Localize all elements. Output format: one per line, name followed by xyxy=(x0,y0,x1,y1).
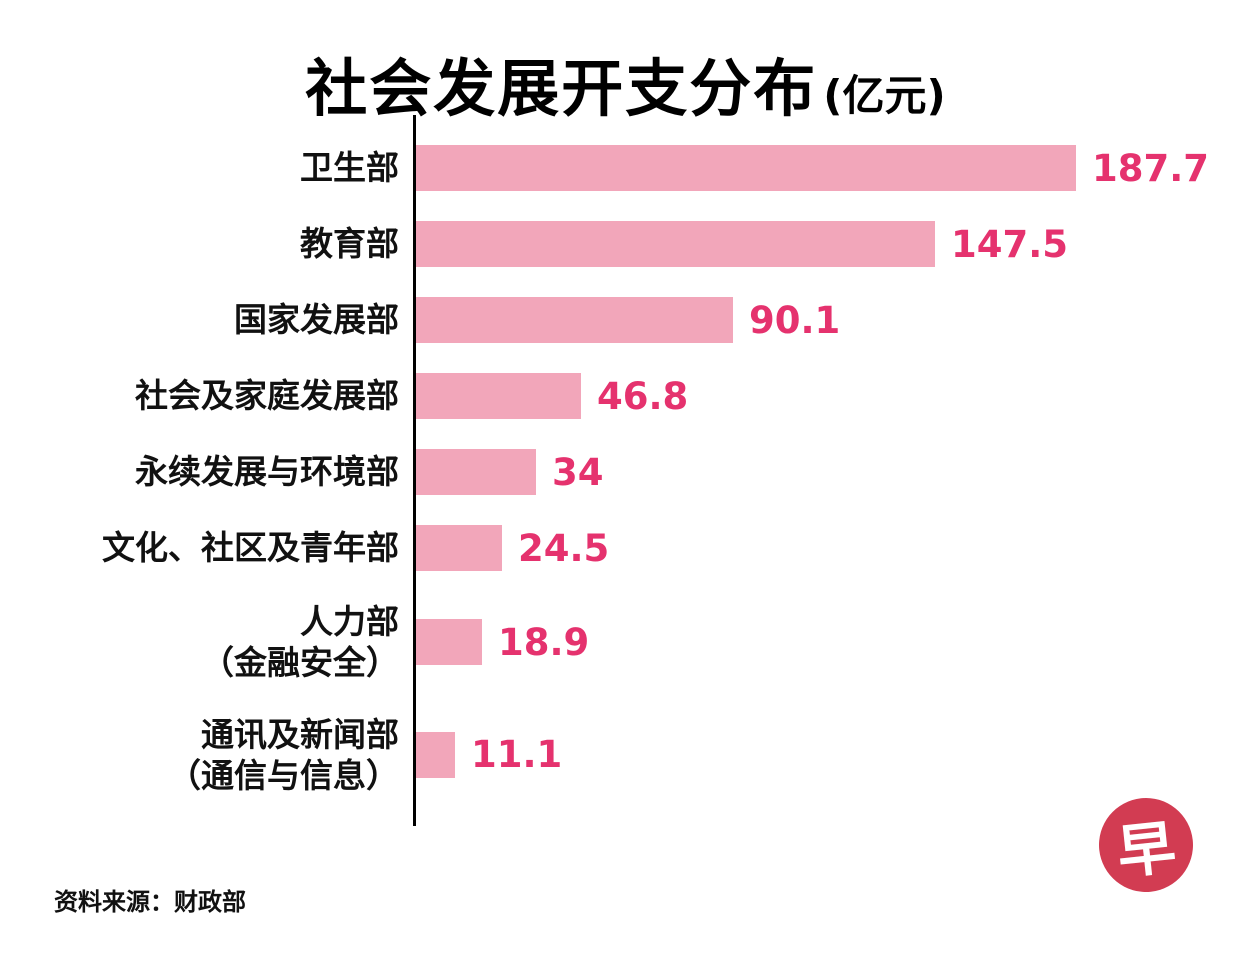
bar-row: 永续发展与环境部 34 xyxy=(0,419,1251,525)
value-label: 24.5 xyxy=(518,526,610,570)
bar-label: 文化、社区及青年部 xyxy=(102,528,399,568)
bar-track: 24.5 xyxy=(413,495,1251,601)
chart-title-text: 社会发展开支分布 xyxy=(305,52,818,125)
bar-row: 社会及家庭发展部 46.8 xyxy=(0,343,1251,449)
source-label: 资料来源：财政部 xyxy=(54,888,246,916)
bar-track: 147.5 xyxy=(413,191,1251,297)
bar-label: 通讯及新闻部 （通信与信息） xyxy=(168,714,399,795)
value-label: 11.1 xyxy=(471,733,563,777)
chart-title-unit: (亿元) xyxy=(823,71,946,120)
value-label: 147.5 xyxy=(951,222,1069,266)
chart-title: 社会发展开支分布 (亿元) xyxy=(0,38,1251,128)
bar-label: 人力部 （金融安全） xyxy=(201,602,399,683)
bar-track: 187.7 xyxy=(413,115,1251,221)
bar-label: 卫生部 xyxy=(300,148,399,188)
bar-track: 18.9 xyxy=(413,571,1251,714)
value-label: 18.9 xyxy=(498,620,590,664)
bar-track: 11.1 xyxy=(413,683,1251,826)
bar xyxy=(416,221,935,267)
bar xyxy=(416,297,733,343)
bar-row: 通讯及新闻部 （通信与信息） 11.1 xyxy=(0,683,1251,826)
bar-row: 卫生部 187.7 xyxy=(0,115,1251,221)
bar-track: 34 xyxy=(413,419,1251,525)
bar-label: 教育部 xyxy=(300,224,399,264)
bar-row: 文化、社区及青年部 24.5 xyxy=(0,495,1251,601)
bar xyxy=(416,145,1076,191)
bar-label: 国家发展部 xyxy=(234,300,399,340)
bar-label: 社会及家庭发展部 xyxy=(135,376,399,416)
bar-row: 人力部 （金融安全） 18.9 xyxy=(0,571,1251,714)
bar xyxy=(416,731,455,778)
bar-row: 国家发展部 90.1 xyxy=(0,267,1251,373)
value-label: 187.7 xyxy=(1092,146,1210,190)
value-label: 46.8 xyxy=(597,374,689,418)
bar xyxy=(416,619,482,666)
bar-track: 90.1 xyxy=(413,267,1251,373)
value-label: 34 xyxy=(552,450,604,494)
bar xyxy=(416,525,502,571)
bar-track: 46.8 xyxy=(413,343,1251,449)
bar xyxy=(416,373,581,419)
bar xyxy=(416,449,536,495)
bar-chart: 卫生部 187.7 教育部 147.5 国家发展部 90.1 社会及家庭发展部 46.8 永续发… xyxy=(0,115,1251,826)
value-label: 90.1 xyxy=(749,298,841,342)
bar-rows: 卫生部 187.7 教育部 147.5 国家发展部 90.1 社会及家庭发展部 46.8 永续发… xyxy=(0,115,1251,826)
bar-label: 永续发展与环境部 xyxy=(135,452,399,492)
bar-row: 教育部 147.5 xyxy=(0,191,1251,297)
